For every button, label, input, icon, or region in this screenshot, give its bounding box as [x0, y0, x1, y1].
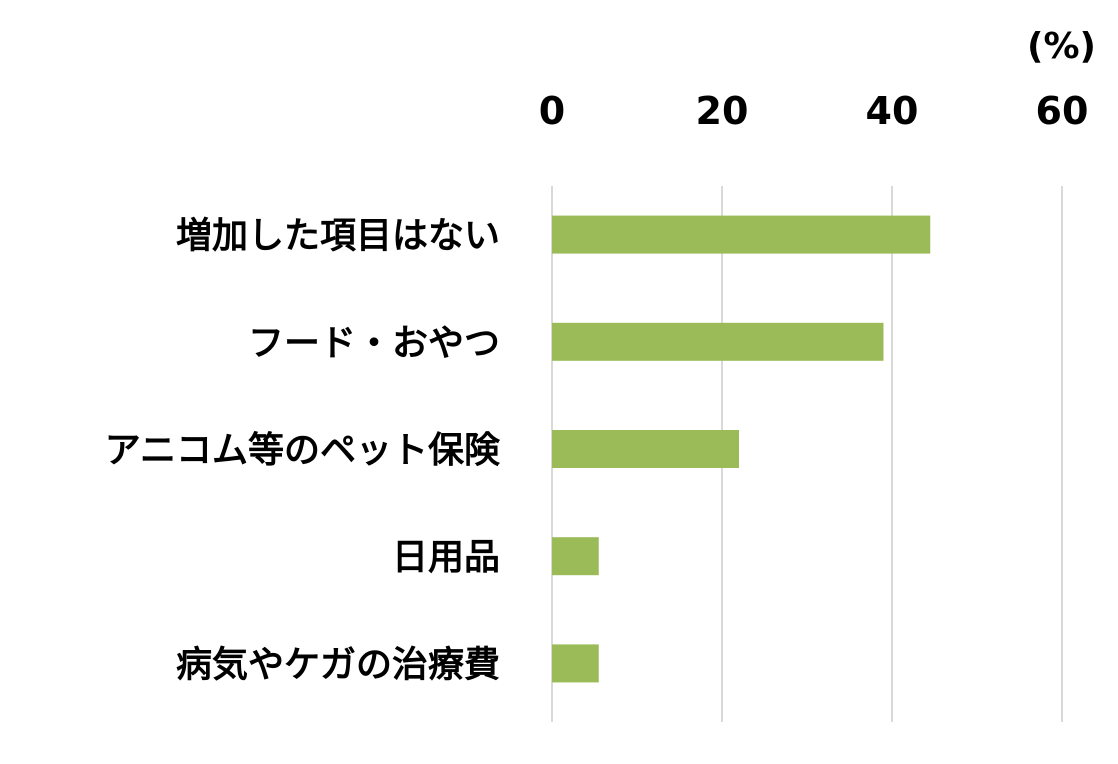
bar-2 [552, 322, 884, 361]
x-tick-label-20: 20 [696, 89, 749, 133]
category-label-5: 病気やケガの治療費 [176, 644, 500, 685]
bar-4 [552, 537, 599, 576]
bar-5 [552, 644, 599, 683]
category-label-4: 日用品 [392, 537, 500, 578]
bars [552, 215, 931, 683]
unit-label: (%) [1027, 26, 1096, 67]
x-tick-label-60: 60 [1036, 89, 1089, 133]
category-label-2: フード・おやつ [248, 323, 500, 364]
category-label-3: アニコム等のペット保険 [105, 430, 501, 471]
x-axis-tick-labels: 0 20 40 60 [539, 89, 1089, 133]
x-tick-label-0: 0 [539, 89, 565, 133]
bar-1 [552, 215, 931, 254]
bar-3 [552, 430, 739, 468]
category-label-1: 増加した項目はない [176, 216, 500, 257]
x-tick-label-40: 40 [866, 89, 919, 133]
